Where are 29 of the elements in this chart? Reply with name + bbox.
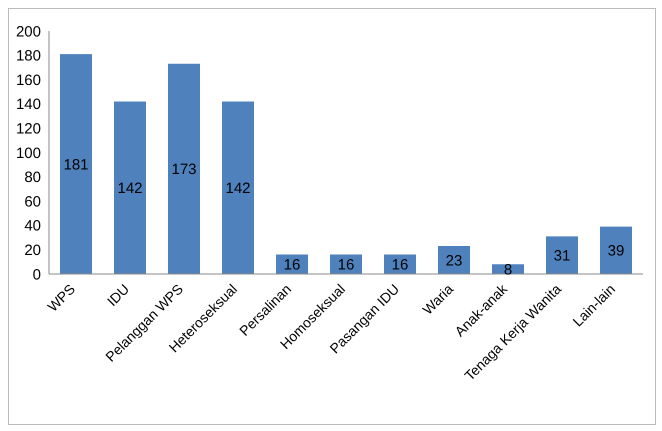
data-label: 39 (608, 242, 624, 260)
data-label: 181 (63, 156, 89, 174)
data-label: 31 (554, 247, 570, 264)
bar (60, 54, 92, 274)
bar (168, 64, 200, 274)
data-label: 173 (171, 161, 197, 178)
y-tick-label: 180 (16, 48, 41, 65)
y-tick-label: 100 (16, 144, 41, 162)
y-tick-label: 140 (16, 96, 41, 114)
bar (114, 101, 146, 274)
data-label: 142 (117, 180, 143, 198)
y-tick-label: 80 (24, 169, 41, 186)
y-tick-label: 200 (16, 23, 41, 40)
y-tick-label: 160 (16, 72, 41, 89)
bar (600, 226, 632, 274)
data-label: 142 (225, 180, 251, 198)
y-tick-label: 40 (24, 218, 41, 235)
y-tick-label: 120 (16, 120, 41, 138)
y-tick-label: 20 (24, 242, 41, 260)
data-label: 8 (504, 261, 512, 278)
bar (222, 101, 254, 274)
data-label: 16 (392, 256, 408, 274)
x-tick-label: IDU (104, 280, 132, 310)
data-label: 23 (446, 252, 462, 270)
y-tick-label: 60 (24, 193, 41, 210)
data-label: 16 (284, 256, 300, 274)
bar (546, 236, 578, 274)
data-label: 16 (338, 256, 354, 274)
y-tick-label: 0 (32, 266, 41, 284)
